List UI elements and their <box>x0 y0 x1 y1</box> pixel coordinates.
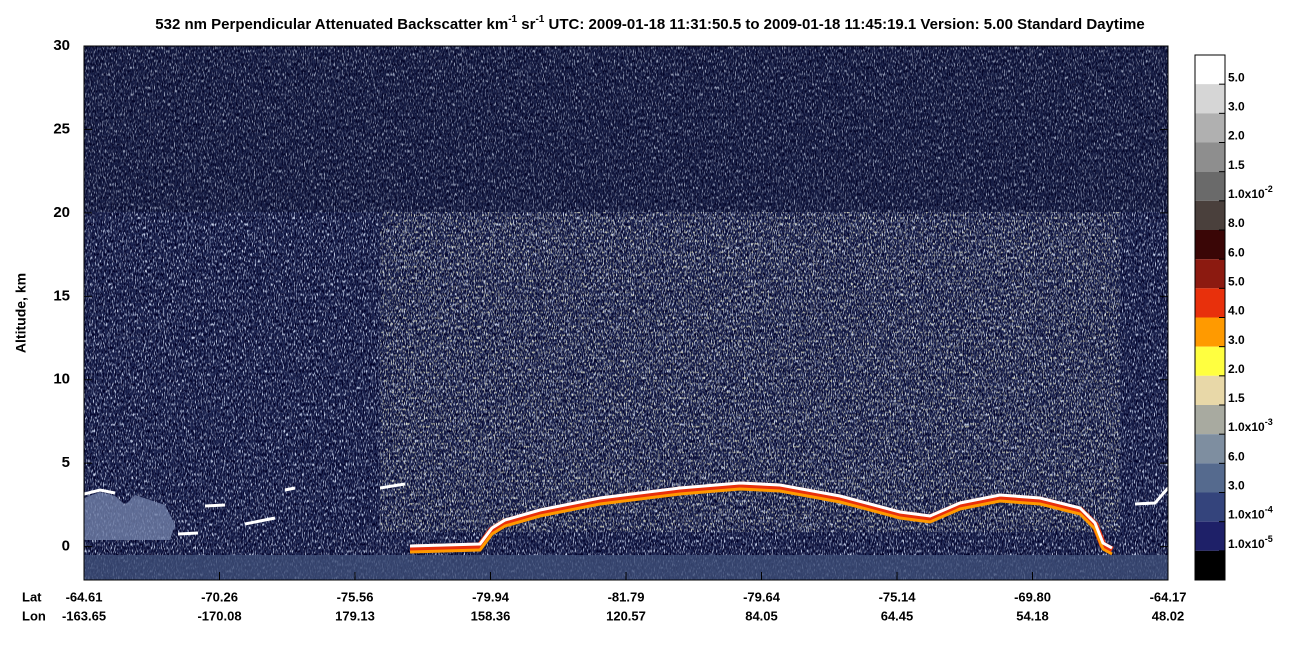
title-text: 532 nm Perpendicular Attenuated Backscat… <box>155 16 508 33</box>
colorbar-label-exp: -2 <box>1265 184 1273 194</box>
title-superscript: -1 <box>508 14 517 25</box>
colorbar-label-base: 1.0x10 <box>1228 537 1265 551</box>
lat-label: -75.14 <box>879 589 917 604</box>
colorbar-label: 2.0 <box>1228 129 1245 143</box>
lat-label: -69.80 <box>1014 589 1051 604</box>
colorbar-label: 1.0x10-4 <box>1228 505 1273 522</box>
colorbar-label-exp: -4 <box>1265 505 1273 515</box>
lat-label: -75.56 <box>337 589 374 604</box>
colorbar-cell <box>1195 259 1225 289</box>
colorbar-cell <box>1195 434 1225 464</box>
colorbar-cell <box>1195 550 1225 580</box>
lon-label: 48.02 <box>1152 608 1185 623</box>
colorbar-cell <box>1195 317 1225 347</box>
colorbar-label-exp: -3 <box>1265 418 1273 428</box>
colorbar-label: 8.0 <box>1228 216 1245 230</box>
y-tick-label: 5 <box>62 454 70 471</box>
colorbar-label: 4.0 <box>1228 304 1245 318</box>
colorbar-cell <box>1195 346 1225 376</box>
x-row-label: Lat <box>22 589 42 604</box>
colorbar-cell <box>1195 288 1225 318</box>
lon-label: 158.36 <box>471 608 511 623</box>
colorbar-cell <box>1195 463 1225 493</box>
colorbar-cell <box>1195 84 1225 114</box>
y-tick-label: 30 <box>53 37 70 54</box>
colorbar-cell <box>1195 375 1225 405</box>
colorbar-label-base: 1.0x10 <box>1228 187 1265 201</box>
lon-label: 54.18 <box>1016 608 1049 623</box>
colorbar-cell <box>1195 492 1225 522</box>
y-tick-label: 10 <box>53 371 70 388</box>
colorbar-label: 1.0x10-3 <box>1228 418 1273 435</box>
lon-label: 64.45 <box>881 608 914 623</box>
y-tick-label: 25 <box>53 120 70 137</box>
colorbar-label: 5.0 <box>1228 70 1245 84</box>
colorbar-label: 1.0x10-5 <box>1228 534 1273 551</box>
lon-label: -163.65 <box>62 608 106 623</box>
title-superscript: -1 <box>535 14 544 25</box>
colorbar-cell <box>1195 200 1225 230</box>
colorbar-cell <box>1195 55 1225 85</box>
colorbar-label-exp: -5 <box>1265 534 1273 544</box>
lon-label: -170.08 <box>197 608 241 623</box>
title-text: sr <box>517 16 536 33</box>
colorbar-cell <box>1195 142 1225 172</box>
lat-label: -70.26 <box>201 589 238 604</box>
colorbar-label: 6.0 <box>1228 245 1245 259</box>
colorbar-label: 3.0 <box>1228 100 1245 114</box>
lat-label: -64.61 <box>66 589 103 604</box>
title-text: UTC: 2009-01-18 11:31:50.5 to 2009-01-18… <box>544 16 1144 33</box>
chart-title: 532 nm Perpendicular Attenuated Backscat… <box>155 14 1144 33</box>
colorbar-cell <box>1195 171 1225 201</box>
lon-label: 179.13 <box>335 608 375 623</box>
lon-label: 120.57 <box>606 608 646 623</box>
colorbar-label: 6.0 <box>1228 450 1245 464</box>
lat-label: -64.17 <box>1150 589 1187 604</box>
lat-label: -79.94 <box>472 589 510 604</box>
colorbar-cell <box>1195 230 1225 260</box>
colorbar-label: 5.0 <box>1228 275 1245 289</box>
lon-label: 84.05 <box>745 608 778 623</box>
colorbar-cell <box>1195 521 1225 551</box>
x-row-label: Lon <box>22 608 46 623</box>
colorbar-label-base: 1.0x10 <box>1228 508 1265 522</box>
colorbar-label: 1.0x10-2 <box>1228 184 1273 201</box>
curtain-image <box>84 46 1168 580</box>
colorbar-label-base: 1.0x10 <box>1228 420 1265 434</box>
colorbar-label: 2.0 <box>1228 362 1245 376</box>
colorbar-label: 1.5 <box>1228 391 1245 405</box>
y-tick-label: 0 <box>62 538 70 555</box>
y-tick-label: 15 <box>53 287 70 304</box>
y-tick-label: 20 <box>53 204 70 221</box>
y-axis-label: Altitude, km <box>13 273 29 353</box>
lat-label: -81.79 <box>608 589 645 604</box>
colorbar-cell <box>1195 113 1225 143</box>
colorbar-label: 3.0 <box>1228 333 1245 347</box>
lat-label: -79.64 <box>743 589 781 604</box>
colorbar-label: 3.0 <box>1228 479 1245 493</box>
colorbar-label: 1.5 <box>1228 158 1245 172</box>
colorbar-cell <box>1195 405 1225 435</box>
